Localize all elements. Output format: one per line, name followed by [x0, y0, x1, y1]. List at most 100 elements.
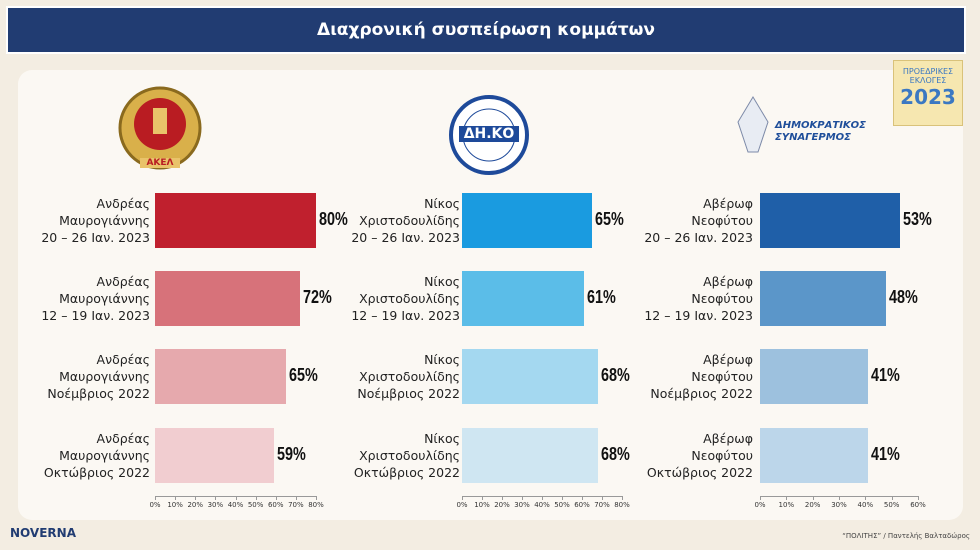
tick-mark	[215, 496, 217, 500]
value-label: 53%	[902, 209, 932, 229]
tick-mark	[891, 496, 893, 500]
disy-logo	[737, 96, 769, 153]
value-label: 72%	[302, 287, 332, 307]
x-tick-label: 40%	[857, 501, 874, 509]
badge-year: 2023	[900, 85, 956, 109]
category-label: Νίκος Χριστοδουλίδης Νοέμβριος 2022	[357, 352, 460, 401]
x-tick-label: 10%	[474, 501, 490, 509]
tick-mark	[918, 496, 919, 500]
tick-mark	[195, 496, 197, 500]
tick-mark	[462, 496, 463, 500]
tick-mark	[760, 496, 761, 500]
value-label: 59%	[276, 444, 306, 464]
bar	[155, 271, 300, 326]
bar	[760, 271, 887, 326]
x-tick-label: 40%	[534, 501, 550, 509]
bar	[462, 349, 598, 404]
category-label: Αβέρωφ Νεοφύτου Νοέμβριος 2022	[650, 352, 753, 401]
tick-mark	[865, 496, 867, 500]
bar	[760, 193, 900, 248]
x-tick-label: 10%	[778, 501, 795, 509]
value-label: 61%	[587, 287, 616, 307]
x-tick-label: 70%	[288, 501, 304, 509]
tick-mark	[582, 496, 583, 500]
category-label: Αβέρωφ Νεοφύτου 20 – 26 Ιαν. 2023	[644, 196, 753, 245]
tick-mark	[255, 496, 257, 500]
x-tick-label: 0%	[456, 501, 468, 509]
brand: NOVERNA	[10, 526, 76, 540]
tick-mark	[786, 496, 788, 500]
value-label: 68%	[601, 365, 630, 385]
value-label: 65%	[595, 209, 624, 229]
tick-mark	[812, 496, 814, 500]
tick-mark	[522, 496, 523, 500]
bar	[760, 349, 868, 404]
x-tick-label: 40%	[227, 501, 244, 509]
header: Διαχρονική συσπείρωση κομμάτων	[6, 6, 966, 54]
x-tick-label: 80%	[308, 501, 324, 509]
title: Διαχρονική συσπείρωση κομμάτων	[317, 20, 655, 40]
badge: ΠΡΟΕΔΡΙΚΕΣ ΕΚΛΟΓΕΣ 2023	[893, 60, 963, 126]
bar	[462, 271, 584, 326]
tick-mark	[482, 496, 483, 500]
x-tick-label: 0%	[149, 501, 161, 509]
tick-mark	[275, 496, 277, 500]
x-tick-label: 20%	[494, 501, 510, 509]
category-label: Αβέρωφ Νεοφύτου Οκτώβριος 2022	[646, 431, 753, 480]
bar	[760, 428, 868, 483]
x-tick-label: 20%	[804, 501, 821, 509]
diko-label: ΔΗ.ΚΟ	[459, 126, 519, 142]
category-label: Νίκος Χριστοδουλίδης 12 – 19 Ιαν. 2023	[351, 274, 460, 323]
category-label: Ανδρέας Μαυρογιάννης Νοέμβριος 2022	[47, 352, 150, 401]
x-tick-label: 20%	[187, 501, 204, 509]
value-label: 48%	[889, 287, 919, 307]
x-tick-label: 30%	[831, 501, 847, 509]
x-tick-label: 0%	[754, 501, 766, 509]
x-tick-label: 30%	[207, 501, 224, 509]
bar	[155, 428, 274, 483]
tick-mark	[602, 496, 603, 500]
tick-mark	[839, 496, 840, 500]
bar	[462, 428, 598, 483]
value-label: 65%	[288, 365, 318, 385]
x-tick-label: 50%	[883, 501, 900, 509]
x-tick-label: 50%	[554, 501, 570, 509]
bar	[462, 193, 592, 248]
badge-line: ΠΡΟΕΔΡΙΚΕΣ	[902, 67, 954, 76]
category-label: Ανδρέας Μαυρογιάννης 12 – 19 Ιαν. 2023	[41, 274, 150, 323]
value-label: 68%	[601, 444, 630, 464]
category-label: Ανδρέας Μαυρογιάννης 20 – 26 Ιαν. 2023	[41, 196, 150, 245]
tick-mark	[622, 496, 623, 500]
tick-mark	[235, 496, 237, 500]
x-tick-label: 60%	[267, 501, 284, 509]
x-tick-label: 80%	[614, 501, 630, 509]
x-tick-label: 30%	[514, 501, 530, 509]
tick-mark	[502, 496, 503, 500]
tick-mark	[562, 496, 563, 500]
disy-label: ΔΗΜΟΚΡΑΤΙΚΟΣ ΣΥΝΑΓΕΡΜΟΣ	[775, 120, 867, 143]
source: “ΠΟΛΙΤΗΣ” / Παντελής Βαλταδώρος	[842, 532, 970, 540]
x-tick-label: 50%	[247, 501, 264, 509]
value-label: 41%	[870, 444, 900, 464]
tick-mark	[316, 496, 317, 500]
category-label: Αβέρωφ Νεοφύτου 12 – 19 Ιαν. 2023	[644, 274, 753, 323]
x-tick-label: 60%	[910, 501, 926, 509]
tick-mark	[155, 496, 156, 500]
x-tick-label: 70%	[594, 501, 610, 509]
x-tick-label: 10%	[167, 501, 183, 509]
tick-mark	[542, 496, 543, 500]
tick-mark	[175, 496, 177, 500]
value-label: 80%	[319, 209, 348, 229]
tick-mark	[295, 496, 297, 500]
bar	[155, 193, 316, 248]
category-label: Ανδρέας Μαυρογιάννης Οκτώβριος 2022	[43, 431, 150, 480]
akel-logo	[118, 86, 202, 170]
akel-label: ΑΚΕΛ	[140, 158, 180, 168]
badge-line: ΕΚΛΟΓΕΣ	[909, 76, 947, 85]
x-tick-label: 60%	[574, 501, 590, 509]
value-label: 41%	[870, 365, 900, 385]
category-label: Νίκος Χριστοδουλίδης Οκτώβριος 2022	[353, 431, 460, 480]
bar	[155, 349, 286, 404]
category-label: Νίκος Χριστοδουλίδης 20 – 26 Ιαν. 2023	[351, 196, 460, 245]
